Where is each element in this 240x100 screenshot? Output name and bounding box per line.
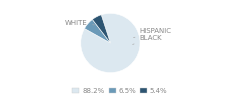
Legend: 88.2%, 6.5%, 5.4%: 88.2%, 6.5%, 5.4%: [70, 85, 170, 96]
Text: BLACK: BLACK: [133, 35, 162, 44]
Wedge shape: [92, 15, 110, 43]
Wedge shape: [84, 20, 110, 43]
Wedge shape: [81, 13, 140, 73]
Text: WHITE: WHITE: [65, 20, 94, 26]
Text: HISPANIC: HISPANIC: [133, 28, 171, 38]
